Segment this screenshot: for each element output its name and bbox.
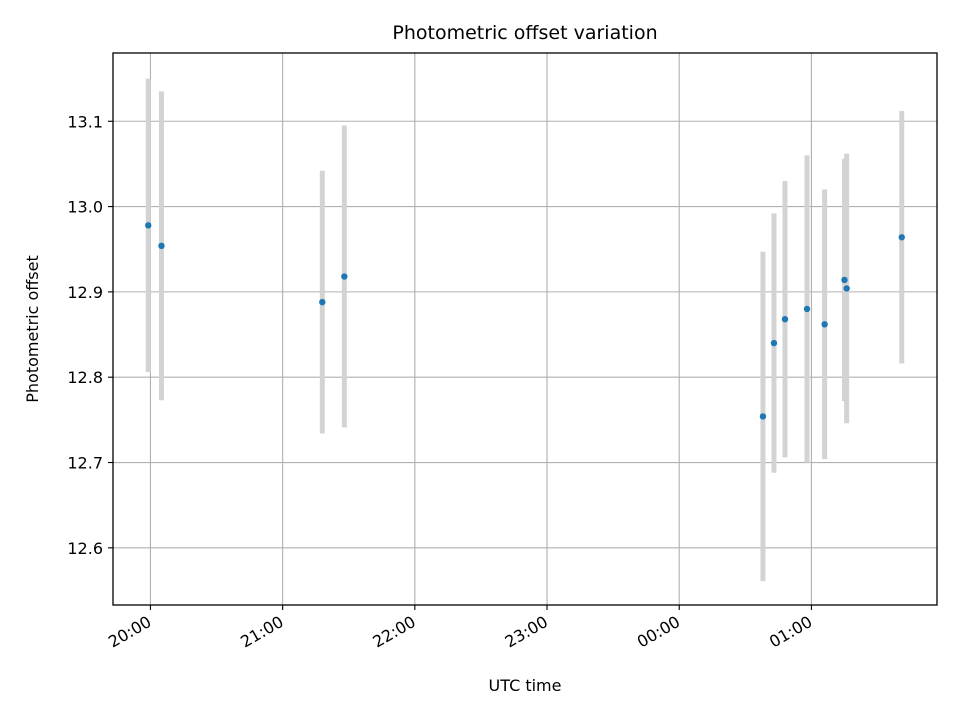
data-point	[898, 234, 905, 241]
y-tick-label: 13.1	[67, 112, 103, 131]
y-tick-label: 12.6	[67, 539, 103, 558]
y-tick-label: 13.0	[67, 198, 103, 217]
data-point	[759, 413, 767, 420]
data-point	[781, 315, 789, 323]
x-axis: 20:00 21:00 22:00 23:00 00:00 01:00	[105, 605, 815, 652]
data-point	[841, 276, 848, 284]
data-points	[145, 222, 905, 420]
x-tick-label: 23:00	[502, 612, 551, 652]
data-point	[821, 321, 828, 328]
y-axis: 12.6 12.7 12.8 12.9 13.0 13.1	[67, 112, 113, 558]
data-point	[341, 273, 348, 280]
y-axis-label: Photometric offset	[23, 255, 42, 403]
x-tick-label: 20:00	[105, 612, 154, 652]
grid	[113, 53, 937, 605]
data-point	[158, 242, 165, 250]
x-tick-label: 01:00	[766, 612, 815, 652]
data-point	[145, 222, 152, 229]
chart-title: Photometric offset variation	[392, 22, 657, 44]
plot-frame	[112, 52, 938, 606]
x-axis-label: UTC time	[489, 676, 562, 695]
data-point	[319, 298, 326, 306]
error-bars	[145, 78, 905, 582]
data-point	[843, 285, 850, 292]
y-tick-label: 12.9	[67, 283, 103, 302]
x-tick-label: 21:00	[237, 612, 286, 652]
data-point	[770, 339, 778, 347]
y-tick-label: 12.7	[67, 454, 103, 473]
x-tick-label: 22:00	[369, 612, 418, 652]
x-tick-label: 00:00	[634, 612, 683, 652]
y-tick-label: 12.8	[67, 368, 103, 387]
data-point	[803, 305, 811, 313]
